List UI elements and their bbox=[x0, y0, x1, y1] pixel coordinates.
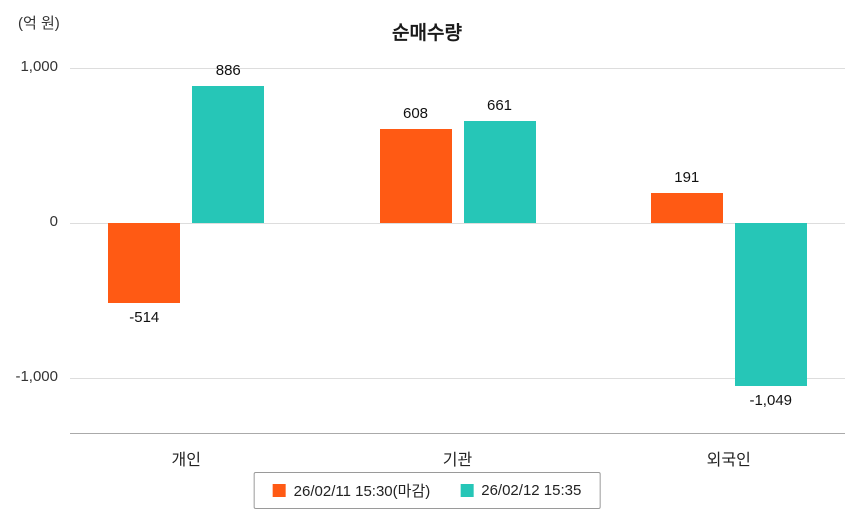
x-axis-category-label: 개인 bbox=[171, 452, 201, 469]
gridline bbox=[70, 222, 845, 224]
bar-value-label: 886 bbox=[215, 61, 241, 79]
x-axis-category-label: 외국인 bbox=[706, 452, 751, 469]
bar-26/02/12 15:35 bbox=[463, 120, 536, 223]
y-axis-tick-label: 1,000 bbox=[20, 57, 58, 75]
y-axis-tick-label: -1,000 bbox=[15, 367, 58, 385]
bar-26/02/12 15:35 bbox=[734, 222, 807, 386]
legend-item: 26/02/12 15:35 bbox=[460, 482, 581, 499]
bar-26/02/11 15:30(마감) bbox=[379, 128, 452, 223]
legend-swatch bbox=[272, 484, 286, 497]
x-axis-category-label: 기관 bbox=[442, 452, 473, 469]
bar-value-label: -1,049 bbox=[749, 391, 793, 409]
bar-value-label: 661 bbox=[486, 96, 513, 114]
bar-26/02/12 15:35 bbox=[192, 85, 265, 223]
bar-value-label: -514 bbox=[129, 308, 160, 326]
bar-value-label: 608 bbox=[402, 104, 429, 122]
legend-label: 26/02/11 15:30(마감) bbox=[293, 483, 431, 500]
legend-item: 26/02/11 15:30(마감) bbox=[272, 480, 431, 501]
legend-label: 26/02/12 15:35 bbox=[481, 482, 582, 499]
gridline bbox=[70, 67, 845, 69]
bar-26/02/11 15:30(마감) bbox=[108, 222, 181, 303]
y-axis-tick-label: 0 bbox=[49, 212, 58, 230]
bar-value-label: 191 bbox=[674, 169, 700, 187]
y-axis-unit-label: (억 원) bbox=[18, 15, 60, 32]
gridline bbox=[70, 377, 845, 379]
x-axis-line bbox=[70, 433, 845, 434]
bar-26/02/11 15:30(마감) bbox=[650, 193, 723, 223]
chart-title: 순매수량 bbox=[392, 23, 462, 44]
legend-swatch bbox=[460, 484, 474, 497]
legend: 26/02/11 15:30(마감) 26/02/12 15:35 bbox=[253, 472, 601, 509]
